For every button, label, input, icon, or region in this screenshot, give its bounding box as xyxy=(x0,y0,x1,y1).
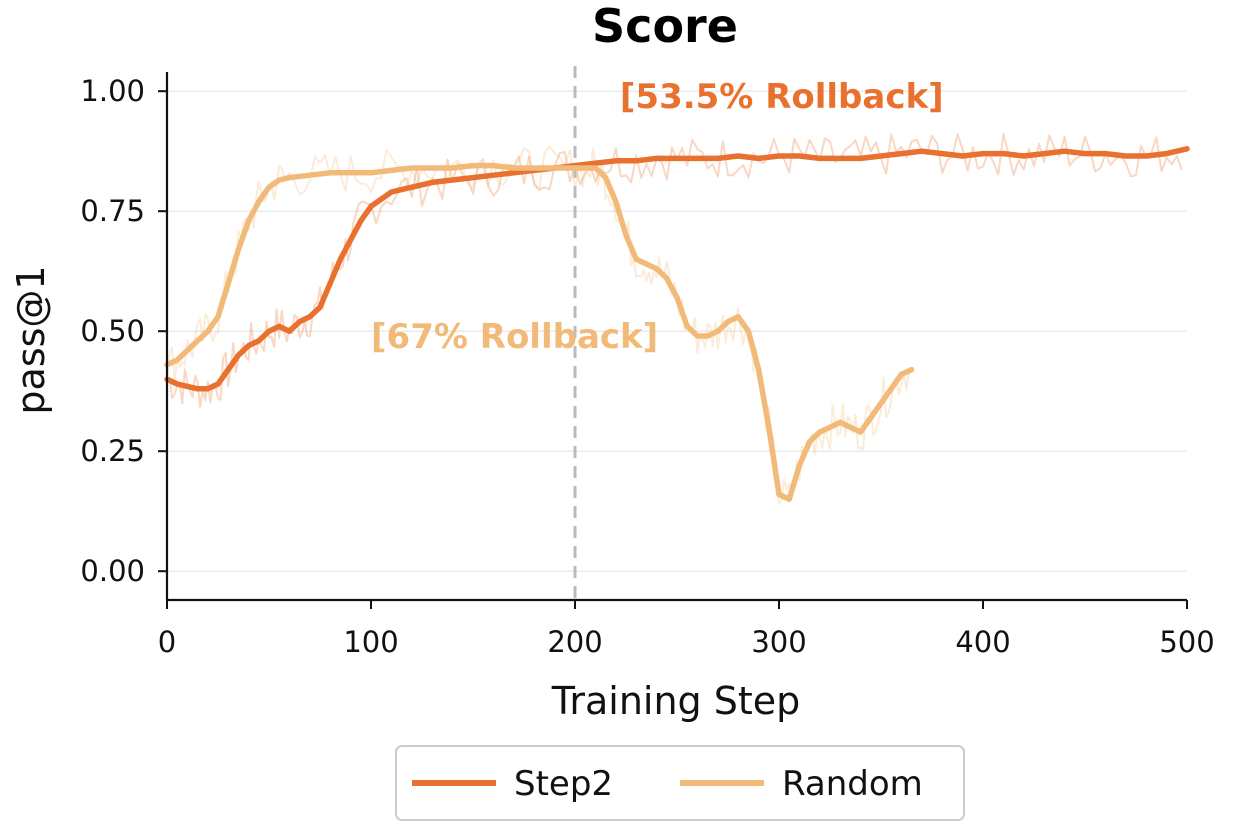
y-tick-label: 0.50 xyxy=(80,314,145,348)
x-axis-label: Training Step xyxy=(551,679,801,723)
legend-label-step2: Step2 xyxy=(514,764,613,804)
y-tick-label: 1.00 xyxy=(80,74,145,108)
x-tick-label: 300 xyxy=(751,625,806,659)
y-tick-label: 0.25 xyxy=(80,434,145,468)
y-ticks: 0.00 0.25 0.50 0.75 1.00 xyxy=(80,74,167,588)
chart-title: Score xyxy=(592,0,738,53)
annotations: [53.5% Rollback] [67% Rollback] xyxy=(371,77,944,357)
raw-series-layer xyxy=(166,132,1183,504)
x-tick-label: 0 xyxy=(158,625,176,659)
y-axis-label: pass@1 xyxy=(9,265,53,414)
x-tick-label: 200 xyxy=(547,625,602,659)
annotation-label: [67% Rollback] xyxy=(371,317,658,357)
y-tick-label: 0.75 xyxy=(80,194,145,228)
axes xyxy=(165,72,1187,602)
x-ticks: 0 100 200 300 400 500 xyxy=(158,600,1215,659)
x-tick-label: 400 xyxy=(955,625,1010,659)
legend-label-random: Random xyxy=(782,764,923,804)
y-tick-label: 0.00 xyxy=(80,554,145,588)
grid-lines xyxy=(167,90,1187,572)
series-line-random xyxy=(164,162,915,502)
x-tick-label: 500 xyxy=(1159,625,1214,659)
legend: Step2 Random xyxy=(395,745,965,821)
x-tick-label: 100 xyxy=(343,625,398,659)
series-lines xyxy=(164,146,1190,502)
annotation-label: [53.5% Rollback] xyxy=(620,77,944,117)
series-line-step2 xyxy=(164,146,1190,392)
